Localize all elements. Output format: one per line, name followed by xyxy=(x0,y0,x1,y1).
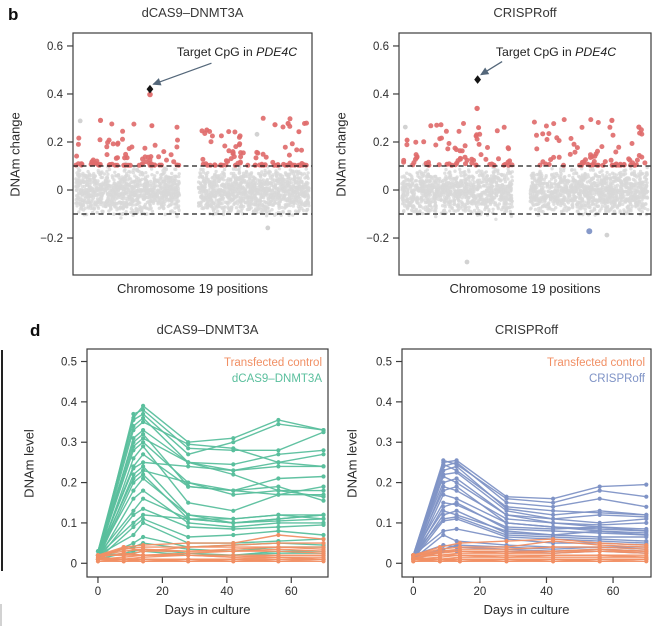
series-group-transfected-control xyxy=(95,532,326,564)
y-tick-label: 0 xyxy=(71,558,77,570)
notable-point xyxy=(77,118,83,124)
notable-point xyxy=(149,123,155,129)
cropped-neighbor-panel-edge xyxy=(1,350,3,571)
plot-frame xyxy=(72,32,313,276)
y-tick-label: −0.2 xyxy=(366,233,389,245)
manhattan-plot-b_left: 0.6 0.4 0.2 0 −0.2 xyxy=(40,32,313,276)
line-plot-d_left: 0.5 0.4 0.3 0.2 0.1 0 0 20 40 60 xyxy=(61,348,329,598)
notable-point xyxy=(404,137,410,143)
notable-point xyxy=(402,124,408,130)
plot-title-d-left: dCAS9–DNMT3A xyxy=(156,322,259,337)
notable-point xyxy=(473,133,479,139)
y-tick-label: 0.2 xyxy=(47,137,63,149)
y-tick-label: 0 xyxy=(386,558,392,570)
y-axis-label-b-right: DNAm change xyxy=(333,112,349,197)
notable-point xyxy=(476,125,482,131)
y-tick-label: 0.2 xyxy=(376,478,392,490)
notable-point xyxy=(474,105,480,112)
x-axis-label-b-right: Chromosome 19 positions xyxy=(449,281,601,296)
x-axis-label-d-left: Days in culture xyxy=(164,602,251,617)
y-tick-label: 0.4 xyxy=(61,397,78,409)
notable-point xyxy=(285,120,291,127)
series-group-dcas9-dnmt3a xyxy=(95,403,326,562)
annotation-arrow xyxy=(152,62,212,86)
notable-point xyxy=(464,259,470,265)
plot-frame xyxy=(86,348,329,578)
target-annotation-b-right: Target CpG in PDE4C xyxy=(476,45,636,59)
notable-point xyxy=(147,91,153,98)
annotation-gene: PDE4C xyxy=(575,45,617,59)
y-tick-label: 0.2 xyxy=(373,137,389,149)
legend-transfected-control-right: Transfected control xyxy=(546,357,645,369)
x-axis-label-d-right: Days in culture xyxy=(483,602,570,617)
x-tick-label: 20 xyxy=(473,586,486,598)
notable-point xyxy=(272,122,278,128)
notable-point xyxy=(204,127,210,133)
y-tick-label: 0.4 xyxy=(373,89,390,101)
notable-point xyxy=(296,129,302,135)
plot-title-d-right: CRISPRoff xyxy=(494,322,559,337)
x-tick-label: 40 xyxy=(540,586,553,598)
plot-title-b-left: dCAS9–DNMT3A xyxy=(141,5,244,20)
y-tick-label: 0.1 xyxy=(61,518,77,530)
plot-frame xyxy=(398,32,652,276)
y-tick-label: 0.1 xyxy=(376,518,392,530)
y-axis-label-d-right: DNAm level xyxy=(344,429,360,498)
panel-b-label: b xyxy=(8,5,19,24)
target-annotation-b-left: Target CpG in PDE4C xyxy=(157,45,317,59)
target-cpg-marker xyxy=(474,75,482,84)
y-axis-label-b-left: DNAm change xyxy=(7,112,23,197)
x-tick-label: 60 xyxy=(607,586,620,598)
plot-title-b-right: CRISPRoff xyxy=(493,5,557,20)
x-tick-label: 0 xyxy=(95,586,101,598)
annotation-text: Target CpG in xyxy=(495,45,576,59)
y-tick-label: 0.3 xyxy=(376,437,392,449)
legend-transfected-control-left: Transfected control xyxy=(223,357,322,369)
notable-point xyxy=(586,228,593,235)
legend-crisproff: CRISPRoff xyxy=(588,373,645,385)
notable-point xyxy=(254,131,260,137)
y-tick-label: −0.2 xyxy=(40,233,63,245)
cropped-neighbor-panel-edge-faint xyxy=(0,604,2,626)
x-tick-label: 60 xyxy=(285,586,298,598)
legend-dcas9-dnmt3a: dCAS9–DNMT3A xyxy=(231,373,322,385)
annotation-gene: PDE4C xyxy=(256,45,298,59)
x-tick-label: 40 xyxy=(220,586,233,598)
x-tick-label: 20 xyxy=(156,586,169,598)
y-tick-label: 0.4 xyxy=(47,89,64,101)
y-tick-label: 0.4 xyxy=(376,397,393,409)
x-tick-label: 0 xyxy=(410,586,416,598)
notable-point xyxy=(609,117,615,123)
notable-point xyxy=(636,124,642,130)
y-tick-label: 0.3 xyxy=(61,437,77,449)
x-axis-label-b-left: Chromosome 19 positions xyxy=(116,281,269,296)
y-tick-label: 0.5 xyxy=(61,357,77,369)
notable-point xyxy=(265,225,271,231)
y-tick-label: 0 xyxy=(383,185,389,197)
y-tick-label: 0.6 xyxy=(373,41,389,53)
y-tick-label: 0.5 xyxy=(376,357,392,369)
plot-frame xyxy=(401,348,652,578)
annotation-arrow xyxy=(480,61,503,76)
y-tick-label: 0 xyxy=(57,185,63,197)
series-group-transfected-control xyxy=(411,537,649,564)
notable-point xyxy=(97,117,104,123)
y-axis-label-d-left: DNAm level xyxy=(21,429,37,498)
panel-d-label: d xyxy=(30,321,41,340)
manhattan-plot-b_right: 0.6 0.4 0.2 0 −0.2 xyxy=(366,32,652,276)
annotation-text: Target CpG in xyxy=(176,45,257,59)
y-tick-label: 0.6 xyxy=(47,41,63,53)
target-cpg-marker xyxy=(146,84,154,94)
notable-point xyxy=(476,141,482,147)
line-plot-d_right: 0.5 0.4 0.3 0.2 0.1 0 0 20 40 60 xyxy=(376,348,652,598)
notable-point xyxy=(604,232,610,238)
y-tick-label: 0.2 xyxy=(61,478,77,490)
